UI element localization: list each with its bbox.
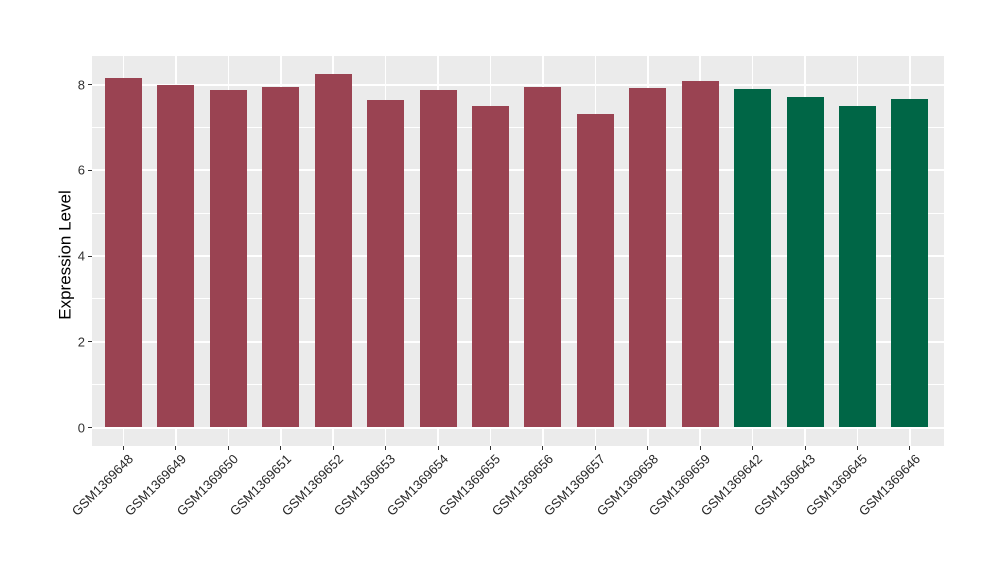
x-tick-mark: [699, 446, 701, 450]
y-major-gridline: [92, 426, 944, 429]
x-tick-mark: [804, 446, 806, 450]
x-tick-mark: [437, 446, 439, 450]
x-tick-mark: [647, 446, 649, 450]
bar-GSM1369651: [262, 87, 300, 428]
y-major-gridline: [92, 83, 944, 86]
x-tick-mark: [909, 446, 911, 450]
bar-GSM1369659: [681, 81, 719, 428]
bar-GSM1369658: [629, 88, 667, 428]
bar-GSM1369657: [576, 114, 614, 428]
y-tick-label: 8: [77, 77, 85, 92]
x-tick-mark: [594, 446, 596, 450]
y-tick-mark: [88, 255, 92, 257]
y-major-gridline: [92, 255, 944, 257]
y-major-gridline: [92, 169, 944, 172]
y-tick-label: 2: [77, 334, 85, 350]
bar-GSM1369646: [891, 99, 929, 428]
bar-GSM1369648: [105, 78, 142, 428]
bar-GSM1369652: [314, 74, 352, 428]
y-major-gridline: [92, 340, 944, 343]
bar-GSM1369649: [157, 84, 195, 428]
y-tick-mark: [88, 84, 92, 85]
bar-GSM1369655: [472, 106, 509, 428]
y-tick-mark: [88, 427, 92, 428]
y-tick-label: 4: [77, 248, 85, 264]
bar-GSM1369650: [209, 89, 247, 428]
bar-GSM1369642: [734, 89, 772, 428]
x-tick-mark: [857, 446, 859, 450]
x-tick-mark: [227, 446, 229, 450]
x-tick-mark: [123, 446, 124, 450]
y-tick-mark: [88, 169, 92, 171]
x-tick-mark: [385, 446, 387, 450]
y-tick-label: 6: [77, 162, 85, 178]
y-minor-gridline: [92, 384, 944, 386]
y-minor-gridline: [92, 126, 944, 128]
x-tick-mark: [542, 446, 544, 450]
bar-GSM1369653: [367, 100, 405, 428]
x-tick-mark: [752, 446, 754, 450]
bar-GSM1369645: [839, 105, 877, 428]
x-tick-mark: [280, 446, 282, 450]
y-tick-label: 0: [77, 420, 85, 435]
plot-panel: [92, 56, 944, 446]
x-tick-mark: [490, 446, 491, 450]
bar-GSM1369656: [524, 87, 562, 428]
y-tick-mark: [88, 341, 92, 343]
x-tick-mark: [332, 446, 334, 450]
y-minor-gridline: [92, 212, 944, 214]
bar-GSM1369654: [419, 90, 457, 428]
bar-GSM1369643: [786, 97, 824, 428]
y-minor-gridline: [92, 298, 944, 300]
x-tick-mark: [175, 446, 177, 450]
